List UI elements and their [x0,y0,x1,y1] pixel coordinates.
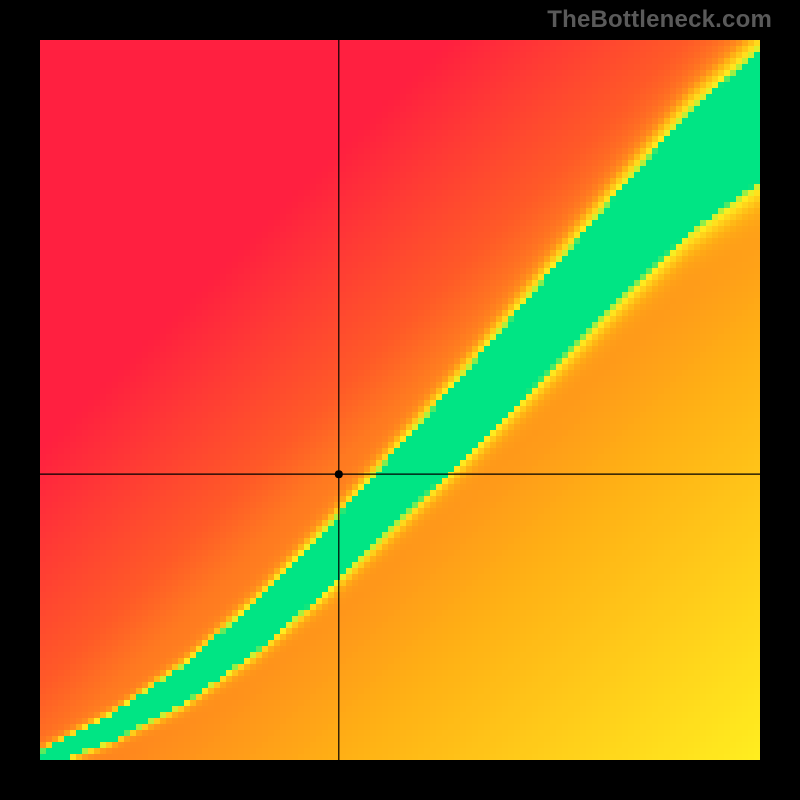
watermark-text: TheBottleneck.com [547,6,772,34]
bottleneck-heatmap [40,40,760,760]
heatmap-canvas [40,40,760,760]
